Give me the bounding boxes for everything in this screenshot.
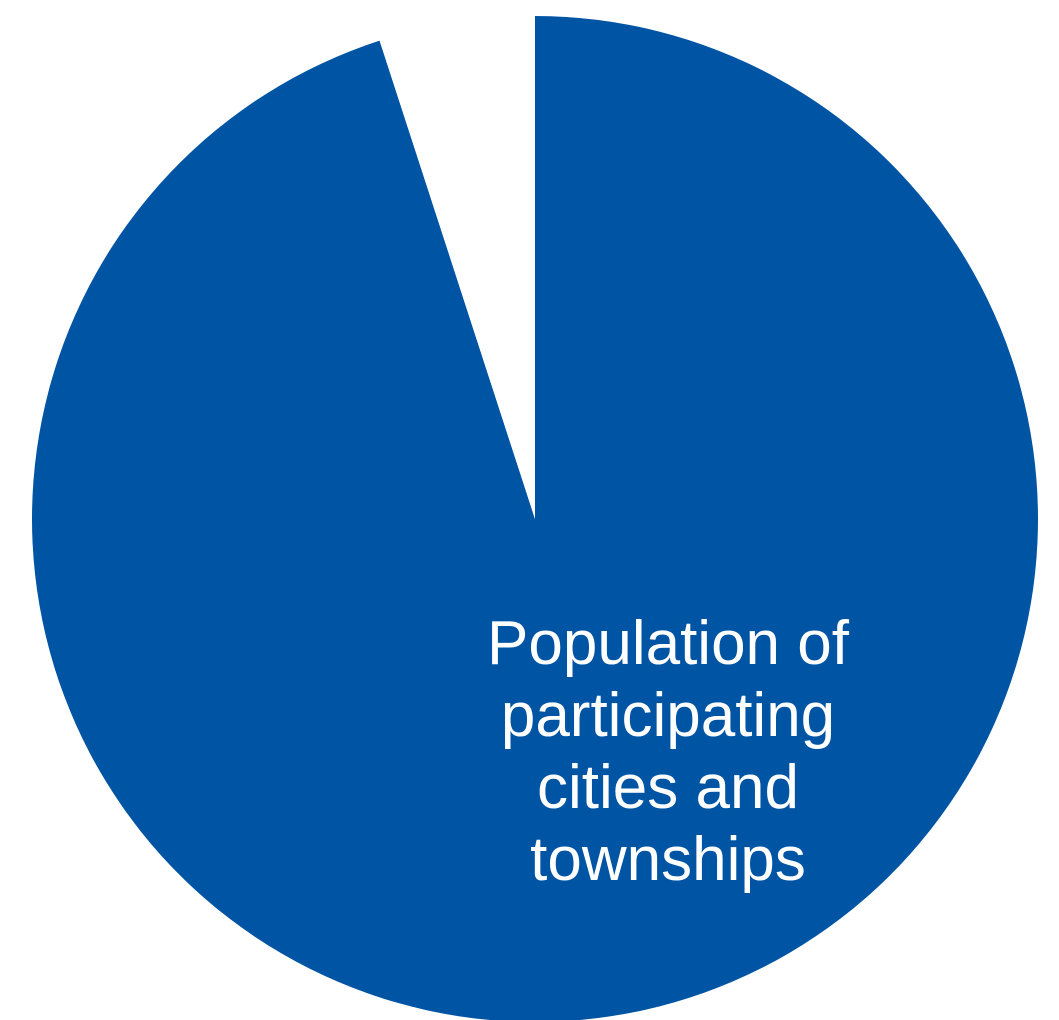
pie-slice-label-line: participating	[501, 681, 835, 750]
pie-slice-0	[32, 16, 1038, 1020]
pie-slice-label-line: Population of	[487, 609, 850, 678]
pie-slice-label-line: townships	[530, 825, 806, 894]
pie-slice-1	[379, 16, 535, 519]
slices-layer	[32, 16, 1038, 1020]
pie-slice-label-line: cities and	[537, 753, 799, 822]
pie-slice-label-0: Population of participating cities and town…	[487, 609, 850, 894]
labels-layer: Population of participating cities and town…	[487, 609, 850, 894]
